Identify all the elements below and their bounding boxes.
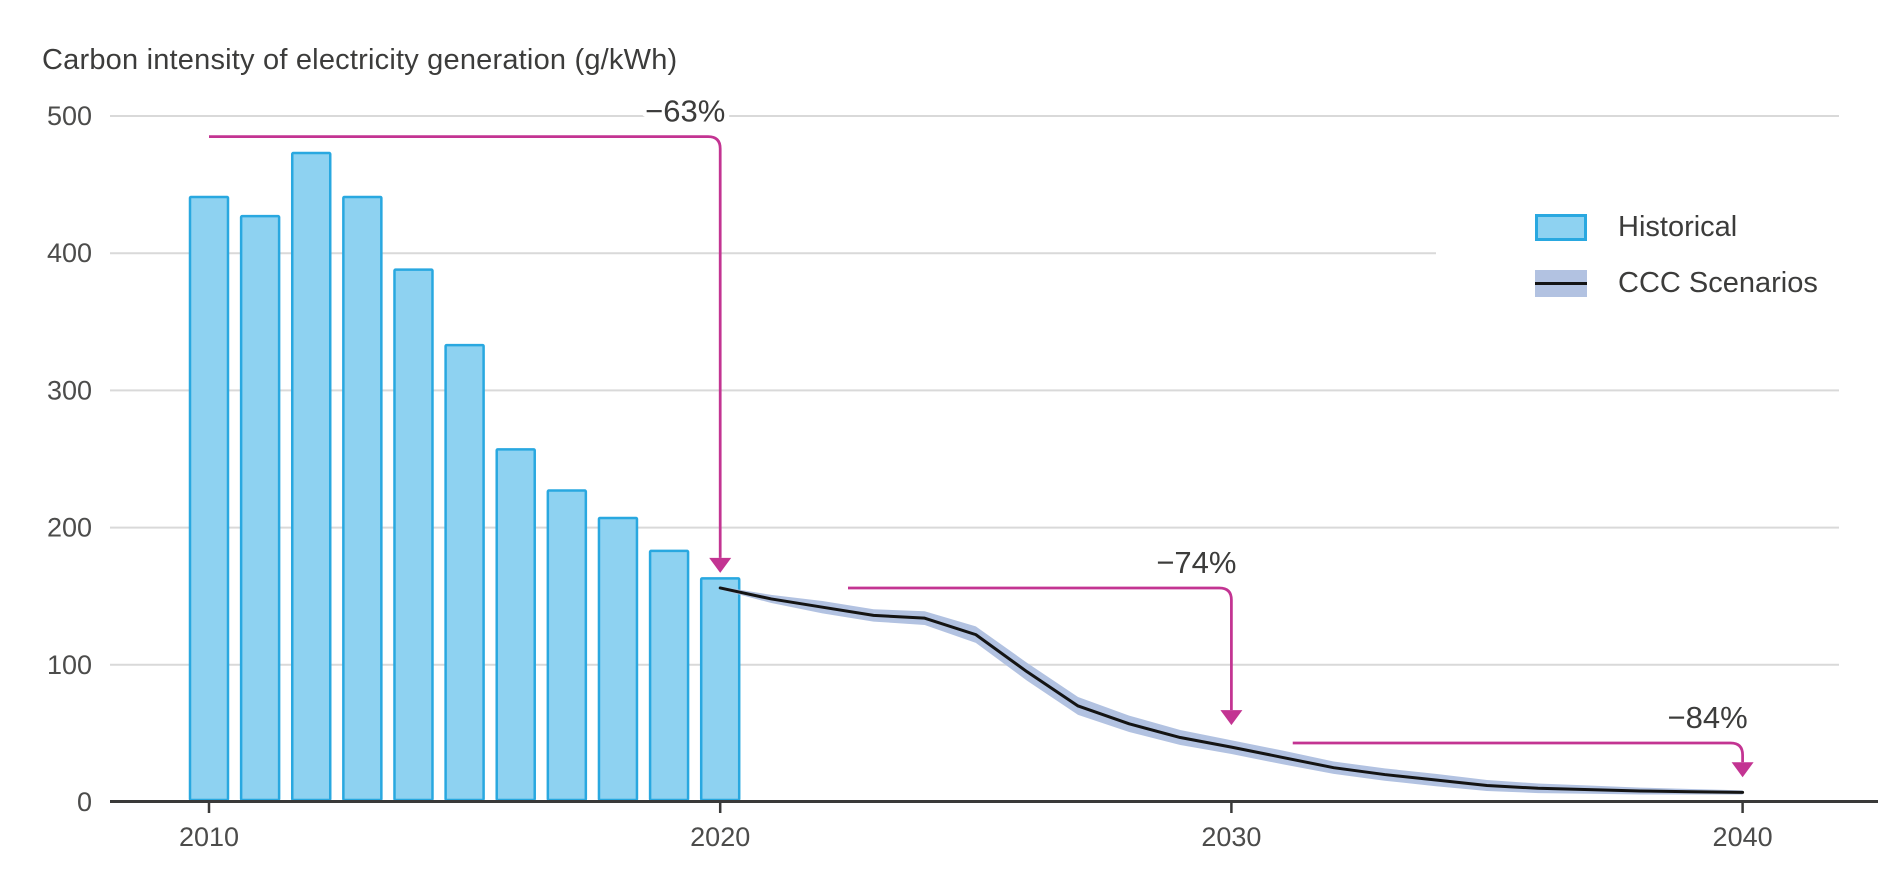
annotation-arrowhead-2 (1731, 762, 1754, 778)
y-axis-label-0: 0 (77, 787, 92, 817)
y-axis-label-200: 200 (47, 513, 92, 543)
annotation-arrow-0 (209, 135, 722, 558)
legend-item-ccc-scenarios: CCC Scenarios (1535, 267, 1818, 299)
ccc-scenarios-band-swatch (1535, 270, 1587, 297)
y-axis-label-100: 100 (47, 650, 92, 680)
chart-title: Carbon intensity of electricity generati… (42, 44, 678, 76)
historical-bar-2015 (444, 343, 485, 802)
historical-bar-2010 (188, 195, 230, 802)
x-axis-label-2020: 2020 (690, 822, 750, 852)
y-axis-label-300: 300 (47, 375, 92, 405)
historical-bar-2017 (546, 489, 588, 802)
y-axis-label-400: 400 (47, 238, 92, 268)
ccc-scenarios-line-swatch (1535, 282, 1587, 285)
x-axis-label-2030: 2030 (1201, 822, 1261, 852)
x-axis-label-2040: 2040 (1713, 822, 1773, 852)
legend: Historical CCC Scenarios (1436, 170, 1840, 342)
x-axis-label-2010: 2010 (179, 822, 239, 852)
historical-bar-2016 (495, 448, 536, 802)
historical-bar-2013 (342, 195, 383, 802)
annotation-label-2: −84% (1668, 700, 1748, 735)
annotation-arrow-1 (848, 586, 1233, 711)
historical-bar-swatch (1535, 214, 1587, 241)
historical-bar-2014 (393, 268, 434, 802)
annotation-arrowhead-0 (709, 557, 732, 573)
legend-label-historical: Historical (1618, 211, 1738, 243)
historical-bar-2019 (648, 549, 690, 802)
annotation-label-1: −74% (1156, 545, 1236, 580)
historical-bar-2011 (239, 214, 281, 802)
legend-item-historical: Historical (1535, 211, 1738, 243)
y-axis-label-500: 500 (47, 101, 92, 131)
annotation-arrow-2 (1292, 741, 1744, 763)
annotation-arrowhead-1 (1220, 710, 1243, 726)
historical-bar-2020 (699, 577, 741, 802)
ccc-scenarios-band (720, 586, 1743, 795)
legend-label-ccc-scenarios: CCC Scenarios (1618, 267, 1818, 299)
historical-bar-2012 (290, 151, 332, 802)
historical-bar-2018 (597, 516, 639, 802)
ccc-scenarios-line (718, 586, 1745, 794)
annotation-label-0: −63% (645, 94, 725, 129)
